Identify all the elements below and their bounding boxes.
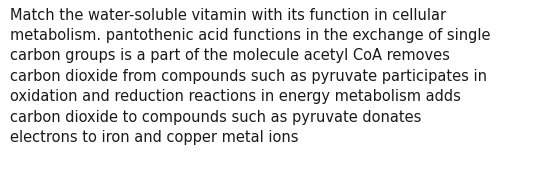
Text: Match the water-soluble vitamin with its function in cellular
metabolism. pantot: Match the water-soluble vitamin with its… [10,8,490,145]
